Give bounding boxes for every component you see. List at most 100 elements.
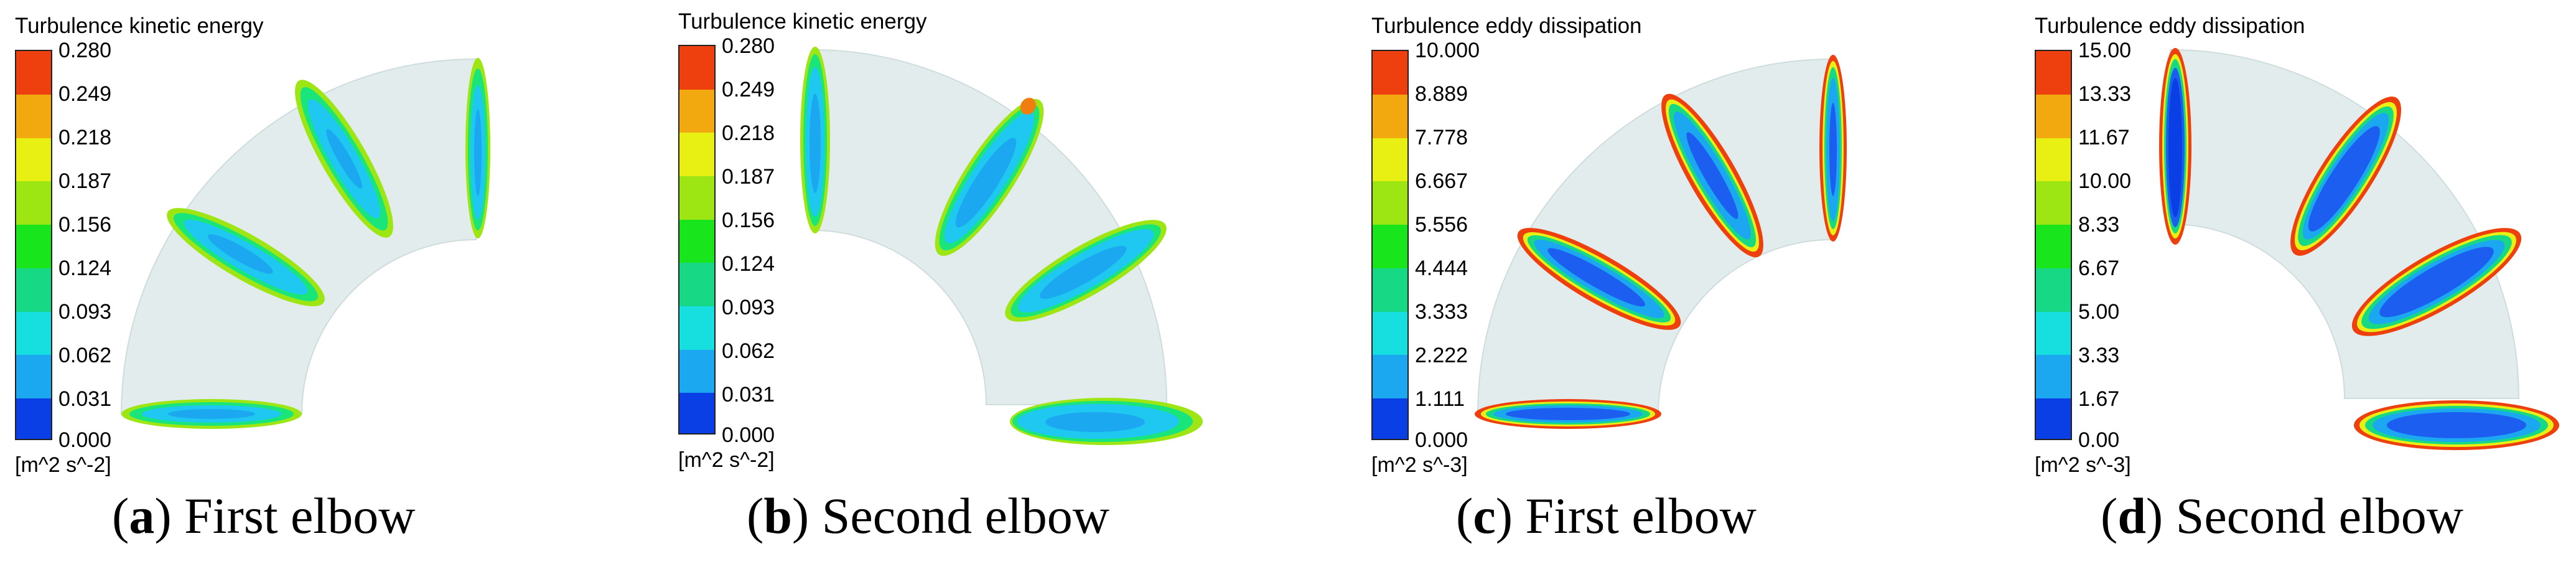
legend-segment [16, 94, 51, 138]
legend-unit: [m^2 s^-2] [15, 453, 111, 477]
legend-segment [1373, 355, 1407, 399]
legend-title: Turbulence eddy dissipation [2035, 14, 2305, 38]
legend-segment [2036, 268, 2071, 312]
cross-section [2351, 228, 2522, 336]
legend-tick-label: 0.062 [722, 339, 775, 363]
pipe-surface [811, 49, 1168, 405]
legend-segment [1373, 311, 1407, 355]
legend-segment [1373, 51, 1407, 95]
legend-segment [1373, 268, 1407, 312]
legend-segment [1373, 181, 1407, 225]
legend-segment [679, 263, 714, 306]
elbow-contour-plot [120, 58, 490, 429]
legend-unit: [m^2 s^-2] [678, 448, 775, 472]
caption-close-paren: ) [1495, 487, 1513, 544]
cross-section [1010, 398, 1203, 445]
legend-tick-label: 0.249 [58, 82, 112, 106]
cross-section [1475, 399, 1661, 429]
cross-section [295, 80, 393, 238]
legend-tick-label: 6.67 [2078, 256, 2120, 280]
legend-segment [16, 355, 51, 399]
legend-tick-label: 15.00 [2078, 39, 2132, 62]
cross-section [1819, 55, 1847, 242]
legend-segment [16, 138, 51, 182]
legend-tick-label: 0.218 [722, 121, 775, 145]
legend-tick-label: 5.556 [1415, 213, 1468, 237]
legend-segment [679, 176, 714, 220]
legend-segment [16, 181, 51, 225]
cross-section [121, 399, 302, 429]
caption-open-paren: ( [1456, 487, 1473, 544]
pipe-surface [2170, 49, 2520, 399]
legend-title: Turbulence kinetic energy [15, 14, 264, 38]
caption-text: Second elbow [821, 487, 1110, 544]
legend-unit: [m^2 s^-3] [2035, 453, 2131, 477]
cross-section [800, 47, 830, 233]
legend-tick-label: 11.67 [2078, 126, 2130, 149]
panel-caption: (b) Second elbow [747, 487, 1109, 545]
caption-text: First elbow [184, 487, 416, 544]
legend-tick-label: 0.124 [58, 256, 112, 280]
caption-letter: c [1473, 487, 1496, 544]
caption-close-paren: ) [154, 487, 172, 544]
legend-tick-label: 8.889 [1415, 82, 1468, 106]
legend-color-bar [2035, 50, 2072, 440]
cross-section [2290, 96, 2401, 256]
legend-tick-label: 0.062 [58, 344, 112, 367]
legend-tick-label: 10.00 [2078, 169, 2132, 193]
caption-close-paren: ) [2145, 487, 2163, 544]
panel-d: Turbulence eddy dissipation 15.00 13.33 … [2021, 0, 2576, 564]
legend-tick-label: 0.124 [722, 252, 775, 276]
cross-section [1661, 93, 1763, 258]
caption-open-paren: ( [112, 487, 129, 544]
legend-segment [679, 393, 714, 433]
legend-segment [1373, 225, 1407, 268]
legend-tick-label: 0.280 [722, 34, 775, 58]
cross-section [465, 58, 490, 238]
cross-section [2354, 400, 2559, 450]
legend-segment [2036, 398, 2071, 439]
legend-tick-label: 0.187 [58, 169, 112, 193]
legend-segment [1373, 94, 1407, 138]
caption-open-paren: ( [747, 487, 764, 544]
elbow-contour-plot [2159, 48, 2559, 450]
legend-tick-label: 0.031 [722, 383, 775, 407]
legend-tick-label: 0.187 [722, 165, 775, 189]
legend-title: Turbulence kinetic energy [678, 9, 927, 34]
panel-caption: (a) First elbow [112, 487, 415, 545]
legend-tick-label: 0.000 [1415, 428, 1468, 452]
legend-tick-label: 0.249 [722, 78, 775, 101]
legend-segment [2036, 138, 2071, 182]
panel-c: Turbulence eddy dissipation 10.000 8.889… [1356, 0, 2004, 564]
legend-segment [679, 46, 714, 90]
legend-tick-label: 0.000 [722, 423, 775, 447]
legend-segment [679, 349, 714, 393]
legend-tick-label: 5.00 [2078, 300, 2120, 324]
cross-section [167, 208, 325, 306]
legend-tick-label: 0.000 [58, 428, 112, 452]
legend-segment [2036, 181, 2071, 225]
legend-tick-label: 10.000 [1415, 39, 1480, 62]
caption-letter: d [2117, 487, 2146, 544]
legend-color-bar [1371, 50, 1409, 440]
pipe-surface [120, 58, 477, 415]
caption-text: Second elbow [2175, 487, 2464, 544]
legend-color-bar [678, 45, 716, 435]
legend-tick-label: 7.778 [1415, 126, 1468, 149]
legend-tick-label: 0.280 [58, 39, 112, 62]
legend-tick-label: 0.093 [58, 300, 112, 324]
legend-segment [1373, 398, 1407, 439]
caption-letter: a [129, 487, 155, 544]
legend-segment [16, 51, 51, 95]
legend-segment [679, 219, 714, 263]
legend-tick-label: 3.333 [1415, 300, 1468, 324]
caption-letter: b [763, 487, 792, 544]
legend-segment [16, 311, 51, 355]
panel-a: Turbulence kinetic energy 0.280 0.249 0.… [0, 0, 644, 564]
elbow-contour-plot [1475, 55, 1847, 429]
legend-unit: [m^2 s^-3] [1371, 453, 1468, 477]
legend-tick-label: 0.156 [722, 209, 775, 232]
legend-tick-label: 0.031 [58, 387, 112, 411]
legend-segment [2036, 94, 2071, 138]
cross-section [935, 98, 1044, 256]
